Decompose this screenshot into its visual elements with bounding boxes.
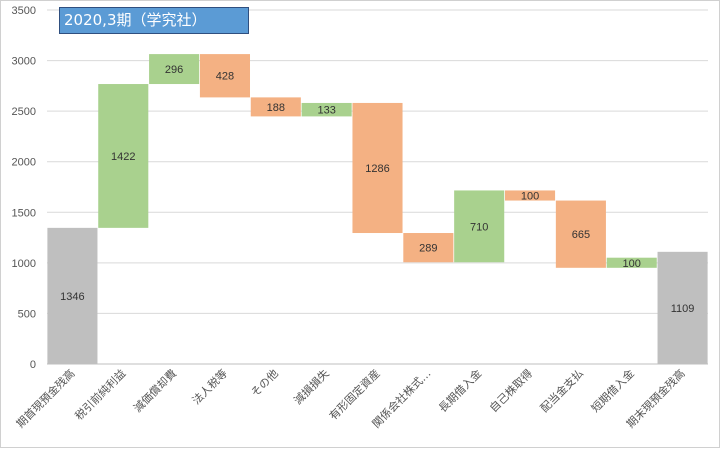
- data-label: 1422: [111, 151, 135, 163]
- x-tick-label: その他: [248, 367, 281, 400]
- data-label: 296: [165, 64, 183, 76]
- y-tick-label: 1000: [12, 258, 36, 270]
- data-label: 1109: [671, 303, 695, 315]
- data-label: 289: [419, 243, 437, 255]
- bar-decrease: [250, 97, 301, 117]
- bar-increase: [606, 257, 657, 268]
- data-label: 100: [521, 190, 539, 202]
- data-label: 100: [623, 258, 641, 270]
- bar-increase: [98, 84, 149, 228]
- bar-decrease: [403, 233, 454, 263]
- x-tick-label: 配当金支払: [537, 366, 586, 415]
- bar-total: [657, 251, 708, 364]
- bar-total: [47, 227, 98, 364]
- bar-decrease: [504, 190, 556, 201]
- x-tick-label: 法人税等: [189, 366, 230, 407]
- x-tick-label: 短期借入金: [588, 366, 637, 415]
- y-tick-label: 2500: [12, 106, 36, 118]
- x-tick-label: 長期借入金: [436, 366, 485, 415]
- y-tick-label: 2000: [12, 157, 36, 169]
- x-tick-label: 期首現預金残高: [13, 366, 77, 430]
- chart-title: 2020,3期（学究社）: [59, 7, 249, 34]
- bar-decrease: [199, 54, 251, 98]
- x-tick-label: 減価償却費: [130, 366, 179, 415]
- data-label: 1346: [60, 291, 84, 303]
- data-label: 1286: [365, 163, 389, 175]
- y-tick-label: 0: [30, 359, 36, 371]
- y-tick-label: 1500: [12, 207, 36, 219]
- bar-increase: [149, 54, 200, 85]
- y-tick-label: 3500: [12, 5, 36, 17]
- x-tick-label: 自己株取得: [486, 366, 535, 415]
- y-tick-label: 500: [18, 308, 36, 320]
- x-tick-label: 減損損失: [291, 366, 332, 407]
- bar-increase: [301, 102, 352, 117]
- data-label: 665: [572, 229, 590, 241]
- data-label: 710: [470, 221, 488, 233]
- bar-decrease: [555, 200, 606, 268]
- x-tick-label: 有形固定資産: [326, 366, 383, 423]
- bar-decrease: [352, 102, 403, 234]
- y-tick-label: 3000: [12, 56, 36, 68]
- data-label: 133: [317, 105, 335, 117]
- bar-increase: [454, 190, 505, 263]
- data-label: 188: [267, 102, 285, 114]
- x-tick-label: 税引前純利益: [72, 366, 129, 423]
- data-label: 428: [216, 71, 234, 83]
